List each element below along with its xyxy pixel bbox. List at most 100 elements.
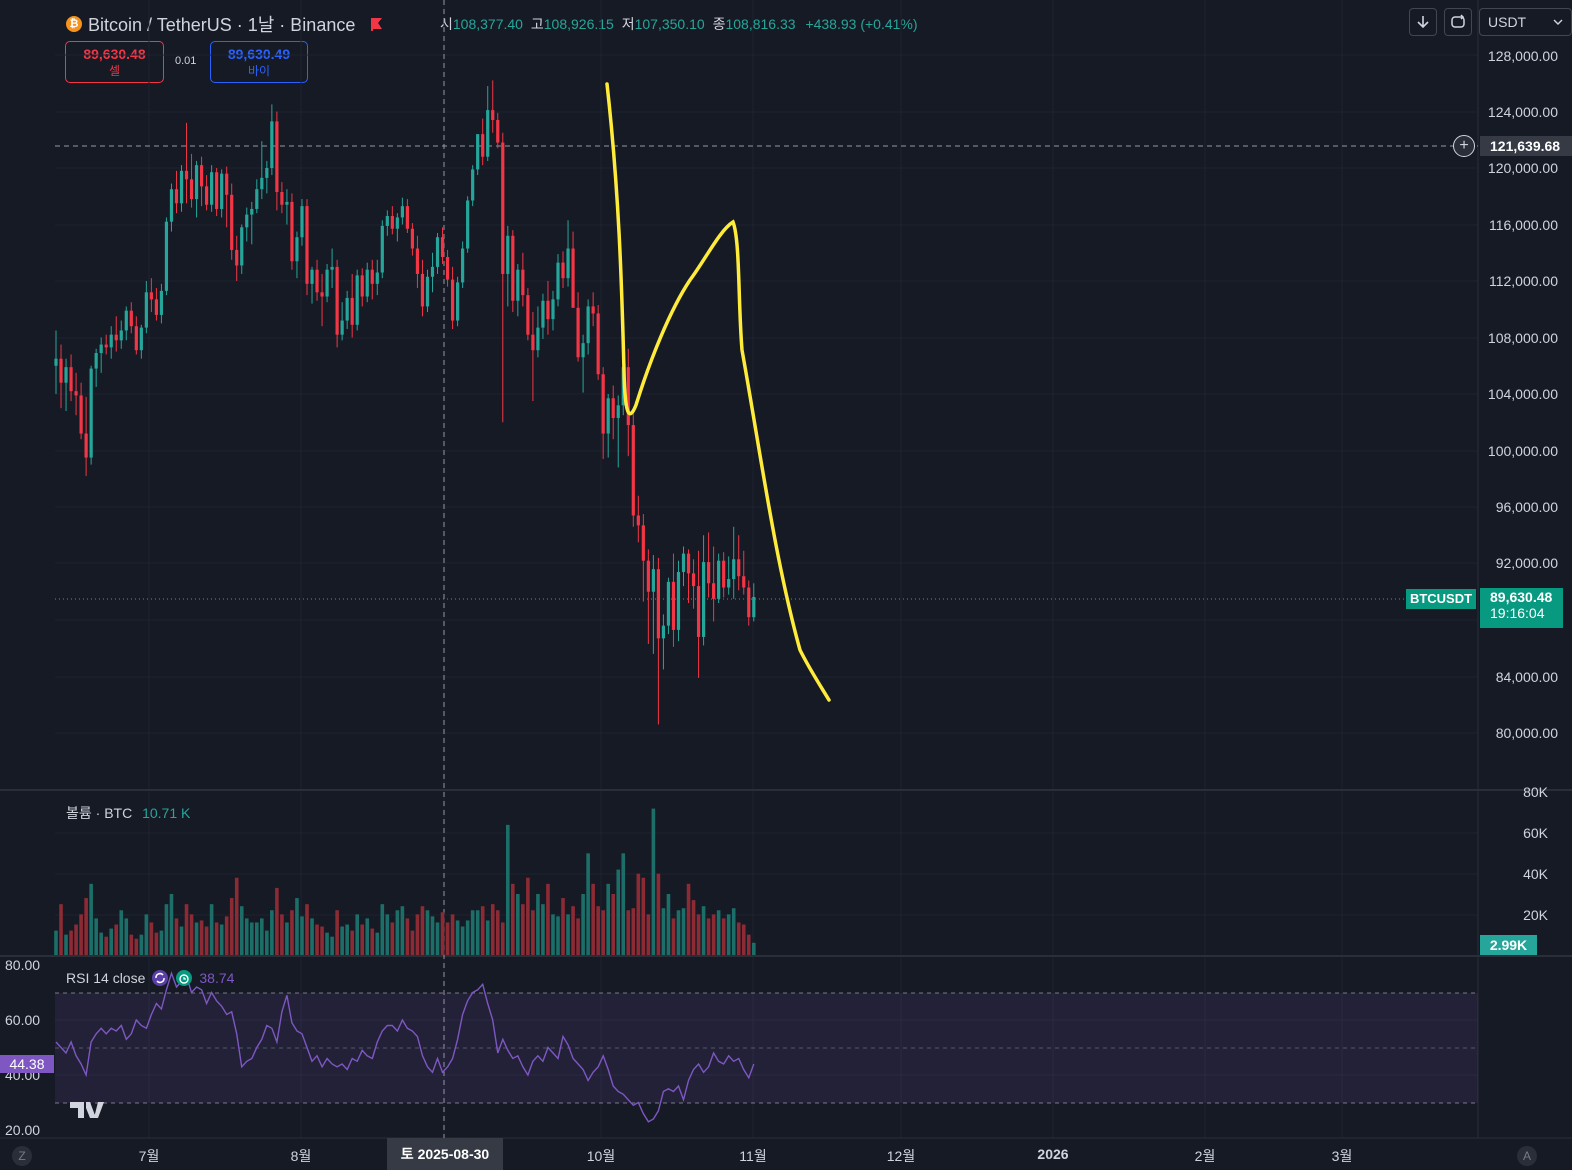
rsi-legend[interactable]: RSI 14 close 38.74	[66, 969, 234, 987]
candle-body	[511, 235, 515, 301]
refresh-button[interactable]	[1444, 8, 1472, 36]
candle-body	[722, 560, 726, 588]
volume-bar	[64, 934, 68, 955]
crosshair-price-tag: 121,639.68	[1480, 136, 1572, 156]
alarm-clock-icon[interactable]	[175, 969, 193, 987]
candle-body	[109, 334, 113, 348]
volume-bar	[104, 936, 108, 955]
volume-bar	[586, 853, 590, 955]
volume-bar	[591, 883, 595, 955]
candle-body	[420, 273, 425, 307]
volume-bar	[375, 932, 380, 955]
volume-bar	[84, 898, 88, 955]
buy-button[interactable]: 89,630.49 바이	[210, 41, 308, 83]
volume-bar	[164, 904, 169, 955]
volume-bar	[285, 922, 289, 955]
candle-body	[671, 581, 676, 630]
volume-bar	[420, 906, 425, 955]
volume-bar	[124, 918, 129, 955]
candle-body	[701, 562, 706, 637]
sell-price: 89,630.48	[83, 46, 146, 62]
volume-bar	[621, 853, 626, 955]
volume-bar	[465, 920, 470, 955]
add-alert-icon[interactable]: +	[1453, 135, 1475, 157]
candle-body	[732, 559, 736, 580]
candle-body	[476, 134, 480, 170]
candle-body	[571, 248, 575, 308]
last-price-value: 89,630.48	[1490, 589, 1553, 605]
sell-button[interactable]: 89,630.48 셀	[65, 41, 164, 83]
volume-bar	[661, 908, 666, 955]
volume-bar	[415, 914, 420, 955]
volume-bar	[641, 877, 646, 955]
volume-axis-label: 20K	[1523, 907, 1548, 923]
zoom-corner-button[interactable]: Z	[12, 1146, 32, 1166]
countdown: 19:16:04	[1490, 605, 1545, 621]
volume-legend[interactable]: 볼륨 · BTC 10.71 K	[66, 803, 190, 823]
candle-body	[230, 194, 234, 250]
flag-icon[interactable]	[369, 17, 383, 31]
volume-bar	[596, 906, 600, 955]
candle-body	[300, 206, 304, 238]
candle-body	[134, 326, 138, 351]
volume-bar	[511, 883, 515, 955]
volume-bar	[74, 924, 78, 955]
refresh-icon	[1451, 14, 1465, 28]
volume-bar	[716, 910, 721, 955]
ohlc-readout: 시108,377.40 고108,926.15 저107,350.10 종108…	[436, 14, 918, 34]
candle-body	[601, 374, 605, 434]
download-button[interactable]	[1409, 8, 1437, 36]
volume-bar	[626, 910, 631, 955]
candle-body	[144, 292, 148, 328]
candle-body	[225, 173, 229, 195]
candle-body	[661, 625, 666, 639]
volume-bar	[89, 883, 93, 955]
month-label: 11월	[739, 1148, 767, 1164]
ohlc-close-value: 108,816.33	[725, 16, 796, 32]
volume-bar	[531, 910, 535, 955]
volume-bar	[194, 922, 199, 955]
candle-body	[466, 200, 470, 249]
candle-body	[410, 228, 415, 249]
candle-body	[440, 237, 445, 257]
spread-value: 0.01	[175, 55, 197, 67]
volume-bar	[119, 910, 124, 955]
candle-body	[576, 307, 580, 358]
candle-body	[521, 269, 525, 296]
candle-body	[712, 583, 716, 599]
volume-axis-label: 80K	[1523, 784, 1548, 800]
crosshair-date-tag: 토 2025-08-30	[387, 1138, 503, 1170]
candle-body	[747, 587, 751, 618]
volume-axis-label: 40K	[1523, 866, 1548, 882]
sync-icon[interactable]	[151, 969, 169, 987]
candle-body	[199, 165, 204, 187]
candle-body	[611, 398, 615, 419]
volume-bar	[405, 918, 410, 955]
candle-body	[546, 300, 550, 320]
candle-body	[400, 206, 404, 218]
symbol-tag[interactable]: BTCUSDT	[1406, 589, 1476, 609]
candle-body	[380, 225, 384, 273]
candle-body	[425, 276, 430, 307]
candle-body	[194, 165, 199, 200]
candle-body	[169, 189, 174, 222]
volume-bar	[581, 894, 585, 955]
ohlc-low-value: 107,350.10	[634, 16, 705, 32]
candle-body	[235, 249, 239, 266]
candle-body	[240, 227, 244, 266]
volume-bar	[315, 924, 319, 955]
candle-body	[727, 579, 731, 588]
volume-bar	[561, 898, 565, 955]
symbol-title[interactable]: ₿ Bitcoin / TetherUS · 1날 · Binance	[66, 11, 383, 37]
candle-body	[435, 237, 440, 267]
month-label: 3월	[1331, 1148, 1353, 1164]
month-label: 8월	[290, 1148, 312, 1164]
volume-bar	[229, 898, 234, 955]
volume-bar	[234, 877, 239, 955]
candle-body	[666, 581, 671, 626]
candle-body	[94, 353, 98, 369]
rsi-axis-label: 20.00	[5, 1122, 41, 1138]
currency-select[interactable]: USDT	[1479, 8, 1572, 36]
auto-scale-button[interactable]: A	[1517, 1146, 1537, 1166]
